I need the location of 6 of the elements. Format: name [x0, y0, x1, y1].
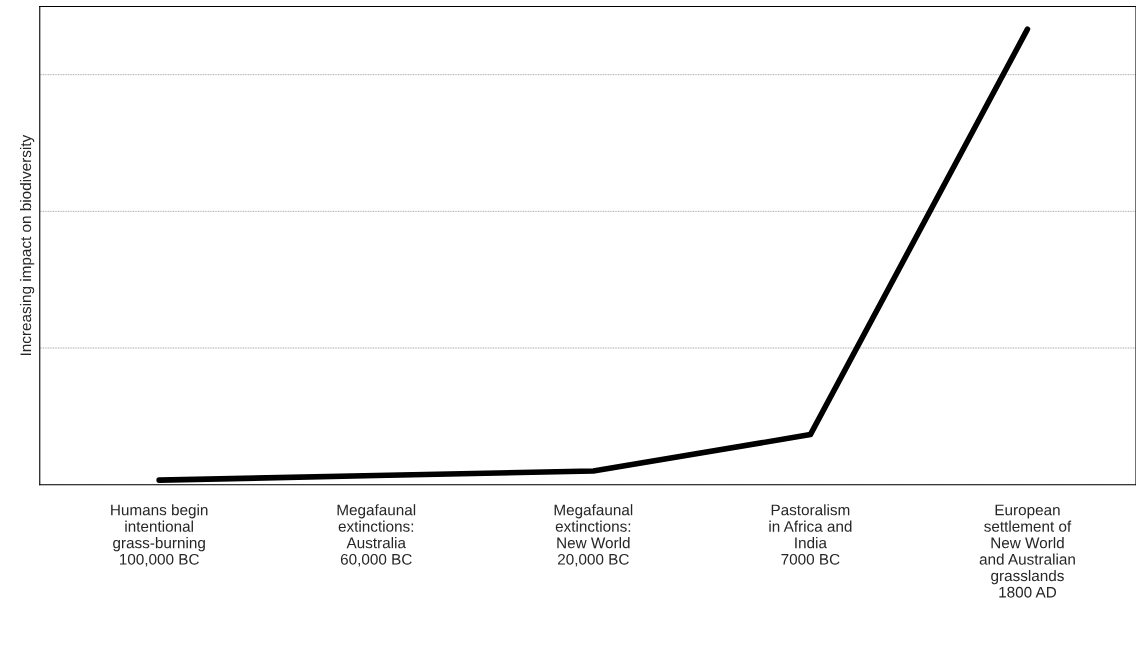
- x-tick-label: Humans begin intentional grass-burning 100,000 BC: [111, 504, 208, 567]
- x-tick-label: Megafaunal extinctions: Australia 60,000 BC: [337, 504, 416, 567]
- x-tick-label: European settlement of New World and Australian grasslands 1800 AD: [979, 504, 1075, 598]
- y-axis-title: Increasing impact on biodiversity: [19, 134, 35, 356]
- x-tick-label: Megafaunal extinctions: New World 20,000 BC: [554, 504, 633, 567]
- x-tick-label: Pastoralism in Africa and India 7000 BC: [769, 504, 852, 565]
